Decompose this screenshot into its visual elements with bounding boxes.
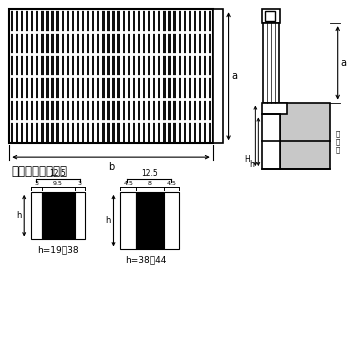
- Bar: [31, 10, 33, 143]
- Bar: [51, 10, 54, 143]
- Text: 4.5: 4.5: [123, 181, 133, 186]
- Bar: [143, 10, 145, 143]
- Bar: [280, 103, 330, 169]
- Text: h: h: [250, 160, 254, 169]
- Bar: [204, 10, 206, 143]
- Bar: [118, 10, 120, 143]
- Bar: [262, 103, 287, 114]
- Bar: [262, 9, 280, 23]
- Bar: [112, 10, 115, 143]
- Text: b: b: [108, 162, 114, 172]
- Bar: [107, 10, 110, 143]
- Bar: [46, 10, 49, 143]
- Bar: [178, 10, 181, 143]
- Bar: [133, 10, 135, 143]
- Bar: [26, 10, 28, 143]
- Text: 3: 3: [34, 181, 38, 186]
- Bar: [163, 10, 166, 143]
- Bar: [56, 10, 59, 143]
- Text: 12.5: 12.5: [50, 169, 66, 178]
- Text: メインバーピッチ: メインバーピッチ: [11, 165, 67, 178]
- Bar: [164, 192, 180, 250]
- Bar: [262, 114, 280, 169]
- Text: 8: 8: [148, 181, 152, 186]
- Bar: [148, 10, 150, 143]
- Bar: [92, 10, 94, 143]
- Text: 9.5: 9.5: [53, 181, 63, 186]
- Bar: [120, 192, 136, 250]
- Bar: [87, 10, 89, 143]
- Text: h=19～38: h=19～38: [37, 245, 79, 254]
- Bar: [128, 10, 130, 143]
- Text: h: h: [105, 216, 111, 225]
- Text: 12.5: 12.5: [141, 169, 158, 178]
- Bar: [136, 192, 164, 250]
- Bar: [153, 10, 155, 143]
- Text: 堀
ん
げ: 堀 ん げ: [336, 131, 340, 153]
- Bar: [82, 10, 84, 143]
- Text: h: h: [16, 211, 21, 220]
- Bar: [199, 10, 201, 143]
- Bar: [184, 10, 186, 143]
- Bar: [213, 9, 223, 143]
- Text: a: a: [232, 71, 238, 81]
- Text: 3: 3: [78, 181, 82, 186]
- Bar: [138, 10, 140, 143]
- Bar: [173, 10, 176, 143]
- Bar: [97, 10, 99, 143]
- Bar: [72, 10, 74, 143]
- Text: H: H: [245, 155, 250, 164]
- Bar: [209, 10, 211, 143]
- Bar: [263, 23, 279, 103]
- Bar: [11, 10, 13, 143]
- Text: a: a: [341, 58, 346, 68]
- Bar: [9, 9, 213, 143]
- Bar: [122, 10, 125, 143]
- Bar: [158, 10, 160, 143]
- Bar: [66, 10, 69, 143]
- Bar: [16, 10, 18, 143]
- Bar: [77, 10, 79, 143]
- Bar: [189, 10, 191, 143]
- Bar: [168, 10, 171, 143]
- Bar: [62, 10, 64, 143]
- Text: 4.5: 4.5: [167, 181, 177, 186]
- Bar: [9, 9, 213, 143]
- Bar: [265, 11, 275, 21]
- Bar: [102, 10, 105, 143]
- Bar: [31, 192, 42, 239]
- Bar: [42, 192, 75, 239]
- Bar: [41, 10, 43, 143]
- Text: h=38～44: h=38～44: [125, 256, 167, 264]
- Bar: [36, 10, 38, 143]
- Bar: [194, 10, 196, 143]
- Bar: [21, 10, 23, 143]
- Bar: [75, 192, 85, 239]
